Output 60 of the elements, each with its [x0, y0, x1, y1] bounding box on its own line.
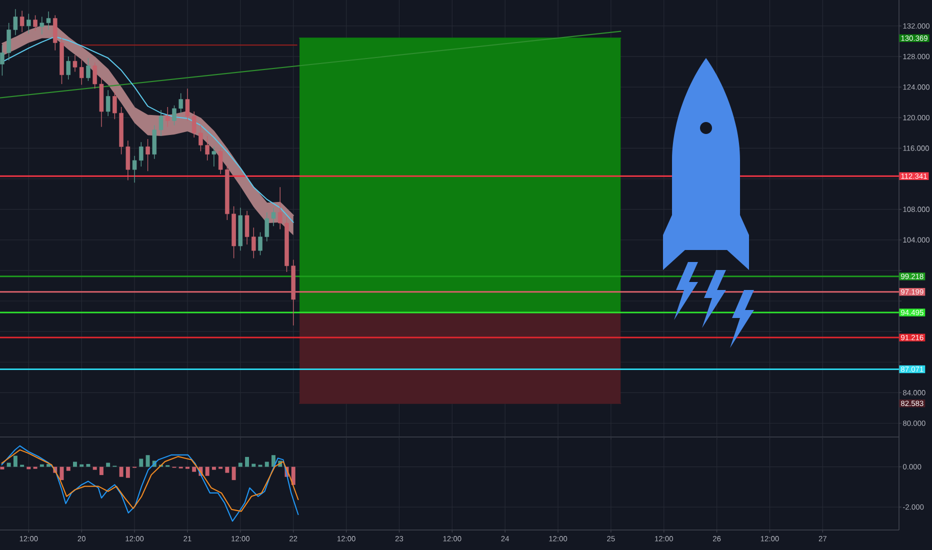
bar	[99, 466, 104, 476]
candlestick	[26, 13, 31, 34]
candlestick	[212, 146, 216, 167]
bar	[92, 466, 97, 470]
candlestick	[158, 110, 164, 136]
candlestick	[192, 111, 196, 138]
bar	[40, 464, 44, 467]
bar	[212, 466, 216, 470]
bar	[86, 464, 90, 467]
candlestick	[258, 232, 262, 256]
candlestick	[198, 124, 203, 152]
candlestick	[112, 91, 117, 120]
candlestick	[252, 227, 256, 259]
bar	[192, 466, 196, 472]
candlestick	[132, 156, 137, 183]
bar	[264, 462, 269, 467]
candlestick	[86, 58, 90, 82]
bar	[225, 466, 230, 473]
candlestick	[185, 88, 190, 122]
bar	[232, 466, 236, 480]
candlestick	[264, 212, 270, 242]
candlestick	[278, 186, 282, 230]
candlestick	[6, 22, 11, 61]
bar	[238, 462, 242, 467]
candlestick	[33, 14, 38, 31]
candlestick	[271, 207, 276, 226]
bar	[146, 455, 150, 467]
bar	[126, 466, 130, 478]
candlestick	[20, 10, 24, 32]
bar	[80, 464, 84, 467]
bar	[139, 458, 144, 467]
bar	[291, 466, 296, 485]
candlestick	[126, 140, 130, 181]
bar	[106, 462, 110, 467]
candlestick	[146, 138, 150, 172]
candlestick	[46, 11, 51, 30]
bar	[245, 456, 250, 467]
candlestick	[172, 105, 176, 126]
candlestick	[139, 142, 144, 167]
candlestick	[92, 62, 97, 89]
bar	[73, 462, 77, 467]
candlestick	[106, 90, 110, 116]
candlestick	[205, 136, 210, 161]
bar	[252, 464, 256, 467]
candlestick	[66, 56, 71, 80]
candlestick	[244, 210, 250, 245]
bar	[0, 466, 4, 470]
bar	[119, 466, 124, 477]
candlestick	[165, 106, 170, 128]
candlestick	[218, 148, 223, 175]
candlestick	[40, 16, 44, 35]
bar	[66, 466, 70, 471]
candlestick	[79, 59, 84, 86]
candlestick	[13, 8, 18, 36]
bar	[13, 456, 18, 467]
bar	[205, 466, 210, 476]
candlestick	[178, 92, 183, 114]
candlestick	[0, 44, 4, 76]
bar	[6, 462, 11, 467]
candlestick	[72, 54, 78, 72]
